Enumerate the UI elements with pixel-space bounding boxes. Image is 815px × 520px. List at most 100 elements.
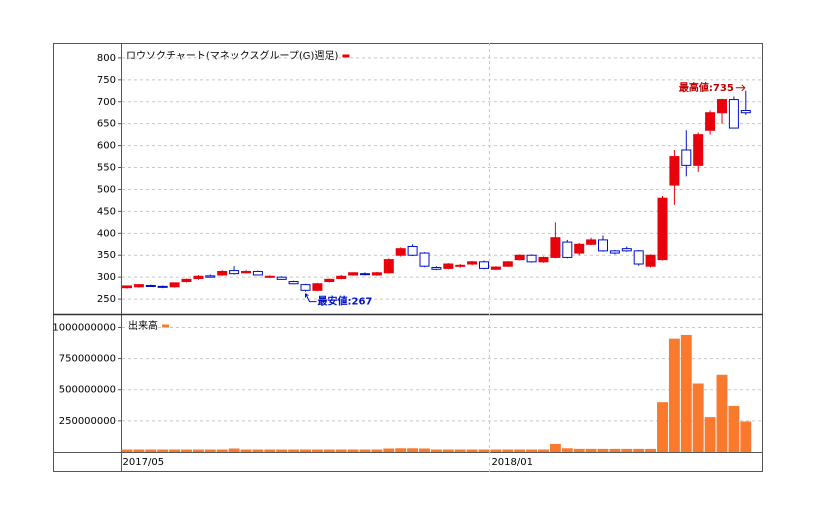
- candle-body: [300, 284, 311, 291]
- volume-bar: [478, 449, 490, 452]
- y-tick-label: 600: [97, 141, 116, 152]
- y-tick-label: 550: [97, 163, 116, 174]
- candle-body: [443, 263, 454, 269]
- candle-body: [598, 239, 608, 252]
- volume-bar: [288, 449, 300, 452]
- candle-body: [645, 254, 656, 267]
- candle-body: [550, 237, 561, 258]
- candle-body: [229, 270, 240, 275]
- volume-bar: [169, 449, 181, 452]
- y-tick-label: 400: [97, 228, 116, 239]
- volume-bar: [407, 448, 419, 452]
- y-tick-label: 300: [97, 272, 116, 283]
- candle-body: [133, 284, 144, 288]
- candle-body: [431, 267, 442, 270]
- volume-bar: [430, 449, 442, 452]
- candle-body: [633, 250, 644, 265]
- volume-bar: [347, 449, 359, 452]
- y-tick-label: 700: [97, 97, 116, 108]
- volume-bar: [490, 449, 502, 452]
- annotation-arrow: [305, 293, 317, 303]
- candle-body: [241, 270, 251, 274]
- candle-body: [705, 112, 716, 131]
- volume-bar: [395, 448, 407, 452]
- candle-body: [419, 252, 430, 267]
- volume-bar: [454, 449, 466, 452]
- volume-bar: [740, 421, 752, 452]
- volume-bar: [538, 449, 549, 452]
- y-tick-label: 350: [97, 250, 116, 261]
- volume-bar: [668, 338, 680, 452]
- chart-title: ロウソクチャート(マネックスグループ(G)週足): [126, 49, 338, 62]
- volume-bar: [228, 448, 240, 452]
- frame: [53, 43, 763, 472]
- candle-body: [252, 270, 263, 276]
- volume-bar: [121, 449, 133, 452]
- annotation: 最高値:735: [679, 81, 734, 94]
- candle-body: [740, 110, 751, 114]
- candle-body: [407, 245, 418, 256]
- annotation-arrow: [735, 84, 746, 92]
- candle-body: [467, 261, 478, 265]
- candle-body: [395, 248, 406, 256]
- candle-body: [681, 149, 692, 166]
- x-tick-label: 2018/01: [491, 457, 533, 468]
- legend-label: 出来高: [128, 319, 158, 332]
- volume-bar: [597, 448, 609, 452]
- candle-body: [336, 275, 347, 279]
- volume-bar: [633, 448, 645, 452]
- y-tick-label: 650: [97, 119, 116, 130]
- y-tick-label: 500000000: [59, 385, 116, 396]
- y-tick-label: 750000000: [59, 354, 116, 365]
- volume-bar: [549, 443, 561, 452]
- volume-bar: [252, 449, 264, 452]
- candle-body: [157, 285, 168, 288]
- candle-body: [621, 248, 632, 252]
- volume-bar: [502, 449, 514, 452]
- candle-body: [276, 276, 287, 280]
- candle-body: [205, 275, 216, 278]
- volume-bar: [621, 448, 633, 452]
- volume-bar: [371, 449, 383, 452]
- y-tick-label: 1000000000: [52, 322, 116, 333]
- candle-body: [586, 239, 597, 245]
- y-tick-label: 500: [97, 184, 116, 195]
- volume-bar: [300, 449, 311, 452]
- candle-body: [502, 261, 513, 267]
- candle-body: [169, 282, 180, 288]
- candle-body: [514, 254, 525, 261]
- volume-bar: [323, 449, 335, 452]
- candle-body: [371, 272, 382, 276]
- candle-body: [122, 285, 132, 289]
- volume-bar: [133, 449, 145, 452]
- volume-bar: [704, 417, 716, 452]
- candle-body: [145, 284, 156, 287]
- candle-body: [264, 275, 275, 278]
- volume-bar: [335, 449, 347, 452]
- volume-bar: [359, 449, 371, 452]
- volume-bar: [181, 449, 192, 452]
- candle-body: [288, 281, 299, 285]
- candle-body: [312, 283, 323, 291]
- candle-body: [217, 270, 228, 276]
- volume-bar: [192, 449, 204, 452]
- volume-bar: [573, 448, 585, 452]
- volume-bar: [514, 449, 526, 452]
- candle-body: [360, 273, 370, 276]
- candle-body: [479, 261, 489, 269]
- volume-bar: [204, 449, 216, 452]
- candle-body: [383, 259, 394, 274]
- candle-body: [693, 134, 704, 166]
- volume-bar: [716, 374, 728, 452]
- candle-body: [609, 250, 620, 254]
- volume-bar: [680, 334, 692, 452]
- candle-body: [574, 243, 585, 254]
- candle-body: [717, 99, 727, 114]
- volume-bar: [145, 449, 157, 452]
- annotation: 最安値:267: [318, 295, 373, 308]
- y-tick-label: 250000000: [59, 416, 116, 427]
- candle-body: [562, 241, 573, 258]
- volume-bar: [442, 449, 454, 452]
- candle-body: [348, 272, 359, 276]
- volume-bar: [240, 449, 252, 452]
